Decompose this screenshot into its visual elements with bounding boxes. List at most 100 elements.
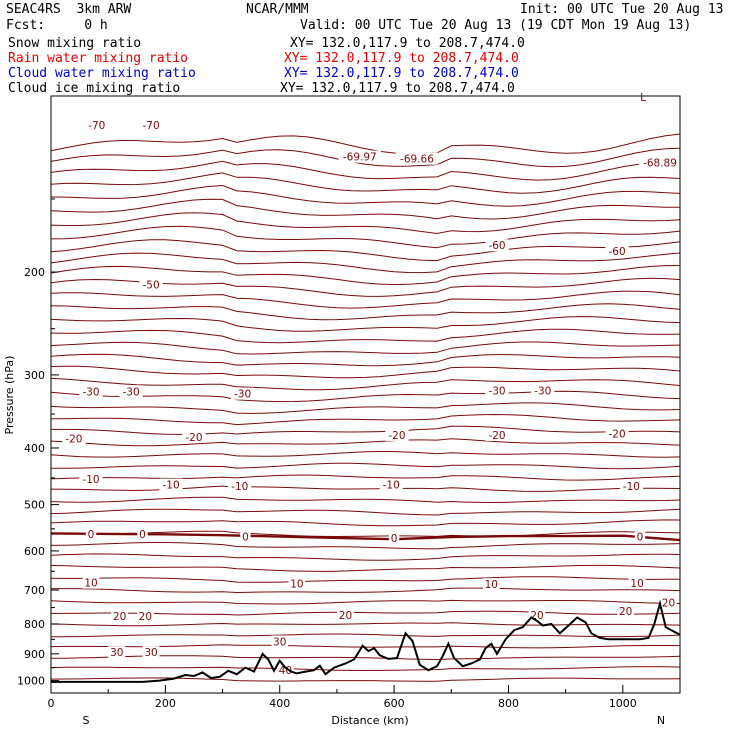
contour-line [50,341,681,355]
contour-line [51,610,681,616]
contour-label: -30 [82,386,99,398]
contour-label-bg [395,152,439,165]
x-tick-label: 1000 [609,697,637,710]
contour-label: 30 [110,647,123,659]
low-marker: L [640,92,646,104]
contour-label: -30 [122,386,139,398]
y-axis-label: Pressure (hPa) [3,356,16,435]
contour-label-bg [271,635,289,648]
contour-label: 20 [619,606,632,618]
contour-line [50,587,681,594]
contour-label-bg [182,430,206,443]
contour-label: -60 [609,246,626,258]
contour-label: -10 [623,481,640,493]
contour-line [50,450,681,458]
contour-label: -60 [488,240,505,252]
contour-label-bg [379,478,403,491]
contour-line [50,622,681,627]
contour-line [50,438,681,447]
contour-line [50,365,681,379]
contour-line [50,402,681,414]
contour-line [50,160,681,181]
contour-label-bg [136,609,154,622]
init-time: Init: 00 UTC Tue 20 Aug 13 [520,2,724,17]
contour-label-bg [139,278,163,291]
contour-line [50,316,681,332]
contour-label: -20 [388,430,405,442]
contour-label: -70 [88,120,105,132]
contour-label-bg [85,527,97,540]
contour-label: -10 [82,474,99,486]
contour-label-bg [485,384,509,397]
contour-line [50,172,681,194]
contour-label: 0 [139,529,146,541]
contour-line [50,542,681,550]
contour-line [50,303,681,321]
contour-label-bg [485,239,509,252]
x-tick-label: 400 [269,697,290,710]
contour-label-bg [119,385,143,398]
contour-label-bg [139,118,163,131]
contour-label: 30 [273,636,286,648]
contour-line [50,265,681,286]
contour-label: -69.66 [400,154,434,166]
contour-label: -30 [534,386,551,398]
contour-line [50,508,681,516]
contour-line [50,239,681,262]
contour-line [50,353,681,367]
contour-label-bg [277,664,294,677]
contour-line [50,390,681,403]
x-tick-label: 0 [48,697,55,710]
field-label-cloud-water: Cloud water mixing ratio [8,66,196,81]
contour-label: -10 [163,480,180,492]
contour-label-bg [79,473,103,486]
plot-frame [50,95,681,694]
y-tick-label: 600 [24,545,45,558]
contour-label: 10 [485,579,498,591]
y-tick-label: 700 [24,584,45,597]
contour-label: -30 [234,389,251,401]
contour-label: 10 [630,578,643,590]
contour-line [50,184,681,207]
contour-label-bg [338,150,381,163]
x-tick-label: 800 [498,697,519,710]
contour-line [51,425,681,435]
contour-label: -68.89 [643,158,677,170]
contour-label: -20 [65,433,82,445]
contour-line [51,633,681,638]
contour-label: 20 [339,610,352,622]
contour-label: 10 [290,578,303,590]
field-xy-snow: XY= 132.0,117.9 to 208.7,474.0 [290,36,525,51]
field-label-cloud-ice: Cloud ice mixing ratio [8,81,181,96]
contour-label: -10 [231,481,248,493]
contour-label-bg [288,577,306,590]
contour-line [50,198,681,220]
contour-label: 0 [242,532,249,544]
contour-line [50,290,681,309]
contour-label: -30 [488,386,505,398]
contour-line [50,677,681,682]
contour-label-bg [142,646,160,659]
contour-line [50,564,681,572]
field-label-rain: Rain water mixing ratio [8,51,189,66]
y-tick-label: 300 [24,369,45,382]
model-title: SEAC4RS 3km ARW [6,2,132,17]
south-label: S [83,714,90,727]
x-tick-label: 600 [384,697,405,710]
contour-label: 0 [637,532,644,544]
contour-label-bg [79,385,103,398]
contour-line [50,519,681,527]
contour-label-bg [137,527,148,540]
contour-line [50,377,681,391]
contour-label-bg [634,530,646,543]
north-label: N [657,714,665,727]
contour-line [50,474,681,481]
contour-label: -69.97 [343,152,377,164]
forecast-hour: Fcst: 0 h [6,18,108,33]
contour-label-bg [385,428,409,441]
contour-label: -10 [383,480,400,492]
valid-time: Valid: 00 UTC Tue 20 Aug 13 (19 CDT Mon … [300,18,692,33]
contour-label: 30 [144,647,157,659]
y-tick-label: 800 [24,618,45,631]
